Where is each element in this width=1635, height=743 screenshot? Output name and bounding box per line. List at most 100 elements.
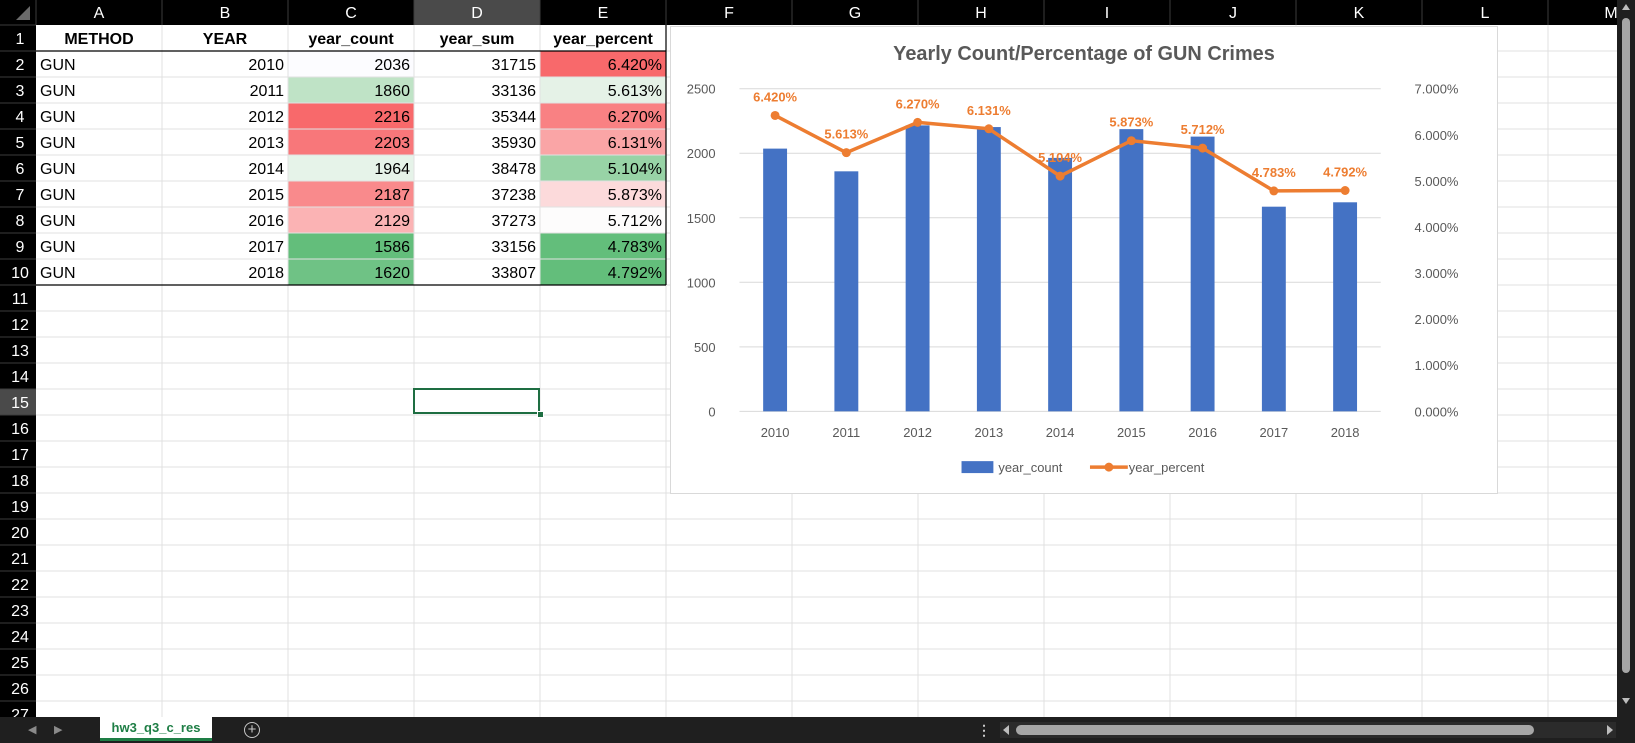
vertical-scrollbar[interactable] xyxy=(1617,0,1635,717)
bar-year-count-2018[interactable] xyxy=(1333,202,1358,412)
table-cell[interactable]: GUN xyxy=(40,239,76,256)
table-cell[interactable]: GUN xyxy=(40,57,76,74)
point-year-percent-2011[interactable] xyxy=(841,148,851,158)
column-header-K[interactable]: K xyxy=(1354,5,1365,22)
column-header-G[interactable]: G xyxy=(849,5,861,22)
table-cell[interactable]: GUN xyxy=(40,161,76,178)
table-cell[interactable]: 5.712% xyxy=(608,213,662,230)
row-header-8[interactable]: 8 xyxy=(16,213,25,230)
row-header-5[interactable]: 5 xyxy=(16,135,25,152)
table-cell[interactable]: 35930 xyxy=(492,135,537,152)
table-cell[interactable]: 2011 xyxy=(250,83,285,100)
point-year-percent-2014[interactable] xyxy=(1055,171,1065,181)
row-header-26[interactable]: 26 xyxy=(11,681,29,698)
table-cell[interactable]: 33807 xyxy=(492,265,537,282)
column-header-J[interactable]: J xyxy=(1229,5,1237,22)
row-header-7[interactable]: 7 xyxy=(16,187,25,204)
row-header-24[interactable]: 24 xyxy=(11,629,29,646)
table-cell[interactable]: GUN xyxy=(40,265,76,282)
column-header-E[interactable]: E xyxy=(598,5,609,22)
scroll-down-icon[interactable] xyxy=(1622,698,1630,704)
table-cell[interactable]: GUN xyxy=(40,83,76,100)
row-header-4[interactable]: 4 xyxy=(16,109,25,126)
bar-year-count-2014[interactable] xyxy=(1048,157,1073,412)
table-cell[interactable]: 2017 xyxy=(248,239,284,256)
column-header-I[interactable]: I xyxy=(1105,5,1109,22)
bar-year-count-2015[interactable] xyxy=(1119,129,1144,412)
row-header-20[interactable]: 20 xyxy=(11,525,29,542)
table-cell[interactable]: 1620 xyxy=(374,265,410,282)
table-header-cell[interactable]: year_count xyxy=(308,31,394,48)
table-cell[interactable]: 1586 xyxy=(374,239,410,256)
table-cell[interactable]: 1860 xyxy=(374,83,410,100)
column-header-F[interactable]: F xyxy=(724,5,734,22)
table-cell[interactable]: 2203 xyxy=(374,135,410,152)
point-year-percent-2013[interactable] xyxy=(984,124,994,134)
row-header-9[interactable]: 9 xyxy=(16,239,25,256)
row-header-19[interactable]: 19 xyxy=(11,499,29,516)
table-cell[interactable]: GUN xyxy=(40,135,76,152)
vertical-dots-icon[interactable]: ⋮ xyxy=(977,722,991,738)
table-cell[interactable]: 37273 xyxy=(492,213,537,230)
point-year-percent-2015[interactable] xyxy=(1126,136,1136,146)
chevron-left-icon[interactable]: ◀ xyxy=(28,724,37,736)
plus-circle-icon[interactable]: + xyxy=(244,722,260,738)
table-cell[interactable]: 33156 xyxy=(492,239,537,256)
table-cell[interactable]: 4.792% xyxy=(608,265,662,282)
selected-cell-outline[interactable] xyxy=(413,388,540,414)
table-cell[interactable]: 2012 xyxy=(248,109,284,126)
table-header-cell[interactable]: year_sum xyxy=(440,31,515,48)
column-header-L[interactable]: L xyxy=(1481,5,1490,22)
column-header-H[interactable]: H xyxy=(975,5,987,22)
horizontal-scrollbar[interactable] xyxy=(1000,722,1616,738)
table-header-cell[interactable]: year_percent xyxy=(553,31,653,48)
table-header-cell[interactable]: YEAR xyxy=(203,31,248,48)
row-header-2[interactable]: 2 xyxy=(16,57,25,74)
row-header-22[interactable]: 22 xyxy=(11,577,29,594)
scroll-up-icon[interactable] xyxy=(1622,4,1630,10)
column-header-D[interactable]: D xyxy=(471,5,483,22)
point-year-percent-2012[interactable] xyxy=(913,117,923,127)
table-cell[interactable]: GUN xyxy=(40,109,76,126)
row-header-25[interactable]: 25 xyxy=(11,655,29,672)
row-header-13[interactable]: 13 xyxy=(11,343,29,360)
table-cell[interactable]: 4.783% xyxy=(608,239,662,256)
table-cell[interactable]: 2015 xyxy=(248,187,284,204)
row-header-12[interactable]: 12 xyxy=(11,317,29,334)
table-cell[interactable]: 33136 xyxy=(492,83,537,100)
bar-year-count-2017[interactable] xyxy=(1261,206,1286,412)
table-header-cell[interactable]: METHOD xyxy=(64,31,133,48)
table-cell[interactable]: 1964 xyxy=(374,161,410,178)
sheet-tab-hw3-q3-c-res[interactable]: hw3_q3_c_res xyxy=(100,717,212,741)
horizontal-scroll-thumb[interactable] xyxy=(1016,725,1534,735)
table-cell[interactable]: 38478 xyxy=(492,161,537,178)
bar-year-count-2016[interactable] xyxy=(1190,136,1215,412)
table-cell[interactable]: 6.131% xyxy=(608,135,662,152)
table-cell[interactable]: 37238 xyxy=(492,187,537,204)
row-header-16[interactable]: 16 xyxy=(11,421,29,438)
table-cell[interactable]: GUN xyxy=(40,213,76,230)
row-header-17[interactable]: 17 xyxy=(11,447,29,464)
table-cell[interactable]: 2013 xyxy=(248,135,284,152)
point-year-percent-2017[interactable] xyxy=(1269,186,1279,196)
bar-year-count-2012[interactable] xyxy=(905,125,930,412)
select-all-icon[interactable] xyxy=(16,6,30,20)
combo-chart[interactable]: Yearly Count/Percentage of GUN Crimes 0 50… xyxy=(670,26,1498,494)
row-header-1[interactable]: 1 xyxy=(16,31,25,48)
table-cell[interactable]: 5.613% xyxy=(608,83,662,100)
row-header-10[interactable]: 10 xyxy=(11,265,29,282)
chevron-right-icon[interactable]: ▶ xyxy=(54,724,63,736)
table-cell[interactable]: 35344 xyxy=(492,109,537,126)
vertical-scroll-thumb[interactable] xyxy=(1622,18,1630,673)
point-year-percent-2018[interactable] xyxy=(1340,186,1350,195)
row-header-14[interactable]: 14 xyxy=(11,369,29,386)
column-header-M[interactable]: M xyxy=(1604,5,1617,22)
table-cell[interactable]: 31715 xyxy=(492,57,537,74)
row-header-23[interactable]: 23 xyxy=(11,603,29,620)
table-cell[interactable]: 2014 xyxy=(248,161,284,178)
table-cell[interactable]: 2129 xyxy=(374,213,410,230)
column-header-C[interactable]: C xyxy=(345,5,357,22)
row-header-6[interactable]: 6 xyxy=(16,161,25,178)
row-header-21[interactable]: 21 xyxy=(11,551,29,568)
table-cell[interactable]: GUN xyxy=(40,187,76,204)
